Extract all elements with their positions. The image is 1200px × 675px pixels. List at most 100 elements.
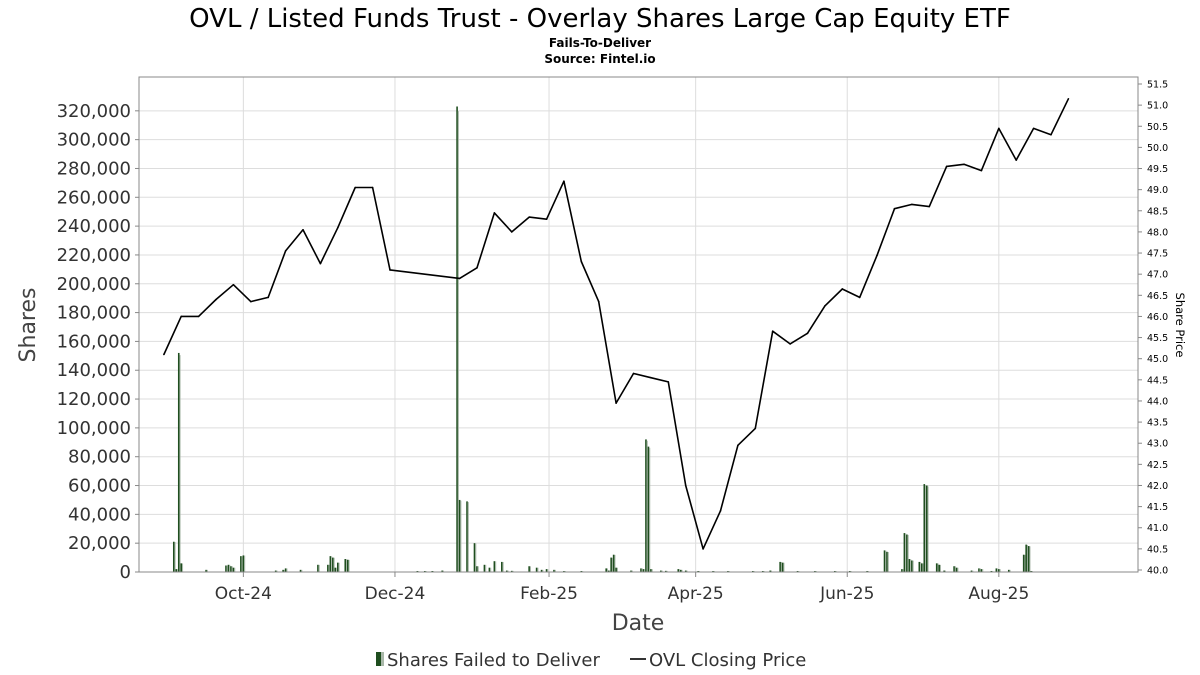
- price-point: [580, 260, 583, 263]
- y-tick-label: 280,000: [57, 158, 131, 179]
- ftd-bar-shade: [301, 569, 303, 572]
- ftd-bar-shade: [502, 562, 504, 572]
- ftd-bar-shade: [997, 568, 999, 572]
- ftd-bar-body: [225, 565, 227, 572]
- ftd-bar: [923, 484, 927, 572]
- ftd-bar: [227, 564, 231, 572]
- y2-tick-label: 42.0: [1147, 481, 1168, 492]
- ftd-bar-shade: [905, 533, 907, 572]
- ftd-bar: [1007, 569, 1011, 572]
- y2-tick-label: 44.5: [1147, 375, 1168, 386]
- price-point: [354, 186, 357, 189]
- ftd-bar-shade: [490, 567, 492, 572]
- y2-tick-label: 44.0: [1147, 396, 1168, 407]
- ftd-bar: [545, 569, 549, 572]
- ftd-bar-body: [553, 569, 555, 572]
- ftd-bar-body: [456, 106, 458, 572]
- ftd-bar-body: [908, 559, 911, 572]
- ftd-bar: [938, 564, 941, 572]
- ftd-bar-body: [466, 501, 468, 572]
- price-point: [458, 277, 461, 280]
- price-point: [1050, 133, 1052, 136]
- price-point: [824, 305, 826, 307]
- ftd-bar: [334, 567, 338, 572]
- ftd-bar: [607, 570, 611, 572]
- ftd-bar-shade: [507, 570, 509, 572]
- ftd-bar-shade: [226, 565, 228, 572]
- ftd-bar: [901, 569, 904, 572]
- price-point: [284, 250, 287, 252]
- ftd-bar-shade: [651, 569, 653, 572]
- price-point: [319, 262, 322, 265]
- ftd-bar-body: [1025, 544, 1027, 572]
- y-tick-label: 260,000: [57, 187, 131, 208]
- ftd-bar-shade: [179, 355, 181, 572]
- ftd-bar: [935, 563, 939, 572]
- ftd-bar: [903, 533, 907, 572]
- ftd-bar-body: [205, 569, 207, 572]
- price-point: [597, 300, 600, 303]
- ftd-bar: [274, 570, 278, 572]
- ftd-bar-body: [327, 564, 329, 572]
- ftd-bar: [329, 556, 333, 572]
- ftd-bar: [172, 541, 176, 572]
- ftd-bar-body: [955, 567, 958, 572]
- price-line: [163, 98, 1070, 550]
- ftd-bar: [441, 570, 444, 572]
- ftd-bar-body: [535, 567, 538, 572]
- plot-frame: [138, 76, 1139, 573]
- chart-source: Source: Fintel.io: [544, 52, 655, 66]
- price-point: [476, 267, 478, 269]
- y2-tick-label: 49.0: [1147, 185, 1168, 196]
- ftd-bar-body: [284, 568, 287, 572]
- y2-tick-label: 42.5: [1147, 460, 1168, 471]
- y-tick-label: 220,000: [57, 245, 131, 266]
- ftd-bar: [240, 556, 243, 572]
- y2-tick-label: 50.0: [1147, 143, 1168, 154]
- ftd-bar-body: [329, 556, 332, 572]
- ftd-bar-shade: [679, 569, 681, 572]
- ftd-bar: [925, 485, 929, 572]
- ftd-bar-shade: [537, 567, 539, 572]
- y-tick-label: 0: [120, 562, 131, 583]
- ftd-bar-body: [684, 570, 687, 572]
- ftd-bar: [953, 566, 956, 572]
- ftd-bar-shade: [887, 552, 889, 572]
- ftd-bar: [980, 569, 984, 572]
- price-point: [771, 330, 774, 333]
- ftd-bar-body: [334, 567, 337, 572]
- y-axis-label: Shares: [16, 288, 41, 363]
- ftd-bar-shade: [529, 566, 531, 572]
- y-tick-label: 300,000: [57, 130, 131, 151]
- price-point: [250, 300, 252, 303]
- ftd-bar: [781, 562, 785, 572]
- legend-label-price: OVL Closing Price: [649, 650, 806, 671]
- ftd-bar: [299, 569, 303, 572]
- ftd-bar: [242, 555, 246, 572]
- ftd-bar-body: [903, 533, 906, 572]
- ftd-bar: [177, 352, 181, 572]
- ftd-bar: [943, 570, 946, 572]
- ftd-bar: [528, 566, 531, 572]
- price-point: [980, 169, 983, 172]
- ftd-bar-body: [488, 567, 491, 572]
- y-tick-label: 20,000: [68, 533, 131, 554]
- ftd-bar: [488, 567, 492, 572]
- ftd-bar-body: [938, 564, 940, 572]
- ftd-bar-shade: [512, 570, 514, 572]
- ftd-bar-shade: [606, 568, 608, 572]
- ftd-bar: [677, 569, 681, 572]
- ftd-bar-shade: [681, 569, 683, 572]
- ftd-bar-body: [935, 563, 938, 572]
- ftd-bar-body: [177, 352, 180, 572]
- price-point: [684, 484, 687, 487]
- ftd-bar-shade: [174, 542, 176, 572]
- ftd-bar-body: [344, 559, 347, 572]
- ftd-bar: [647, 446, 651, 572]
- ftd-bar-shade: [912, 560, 914, 572]
- price-point: [963, 163, 965, 166]
- ftd-bar-body: [883, 550, 886, 572]
- ftd-bar: [466, 501, 469, 572]
- ftd-bar-shade: [1024, 554, 1026, 572]
